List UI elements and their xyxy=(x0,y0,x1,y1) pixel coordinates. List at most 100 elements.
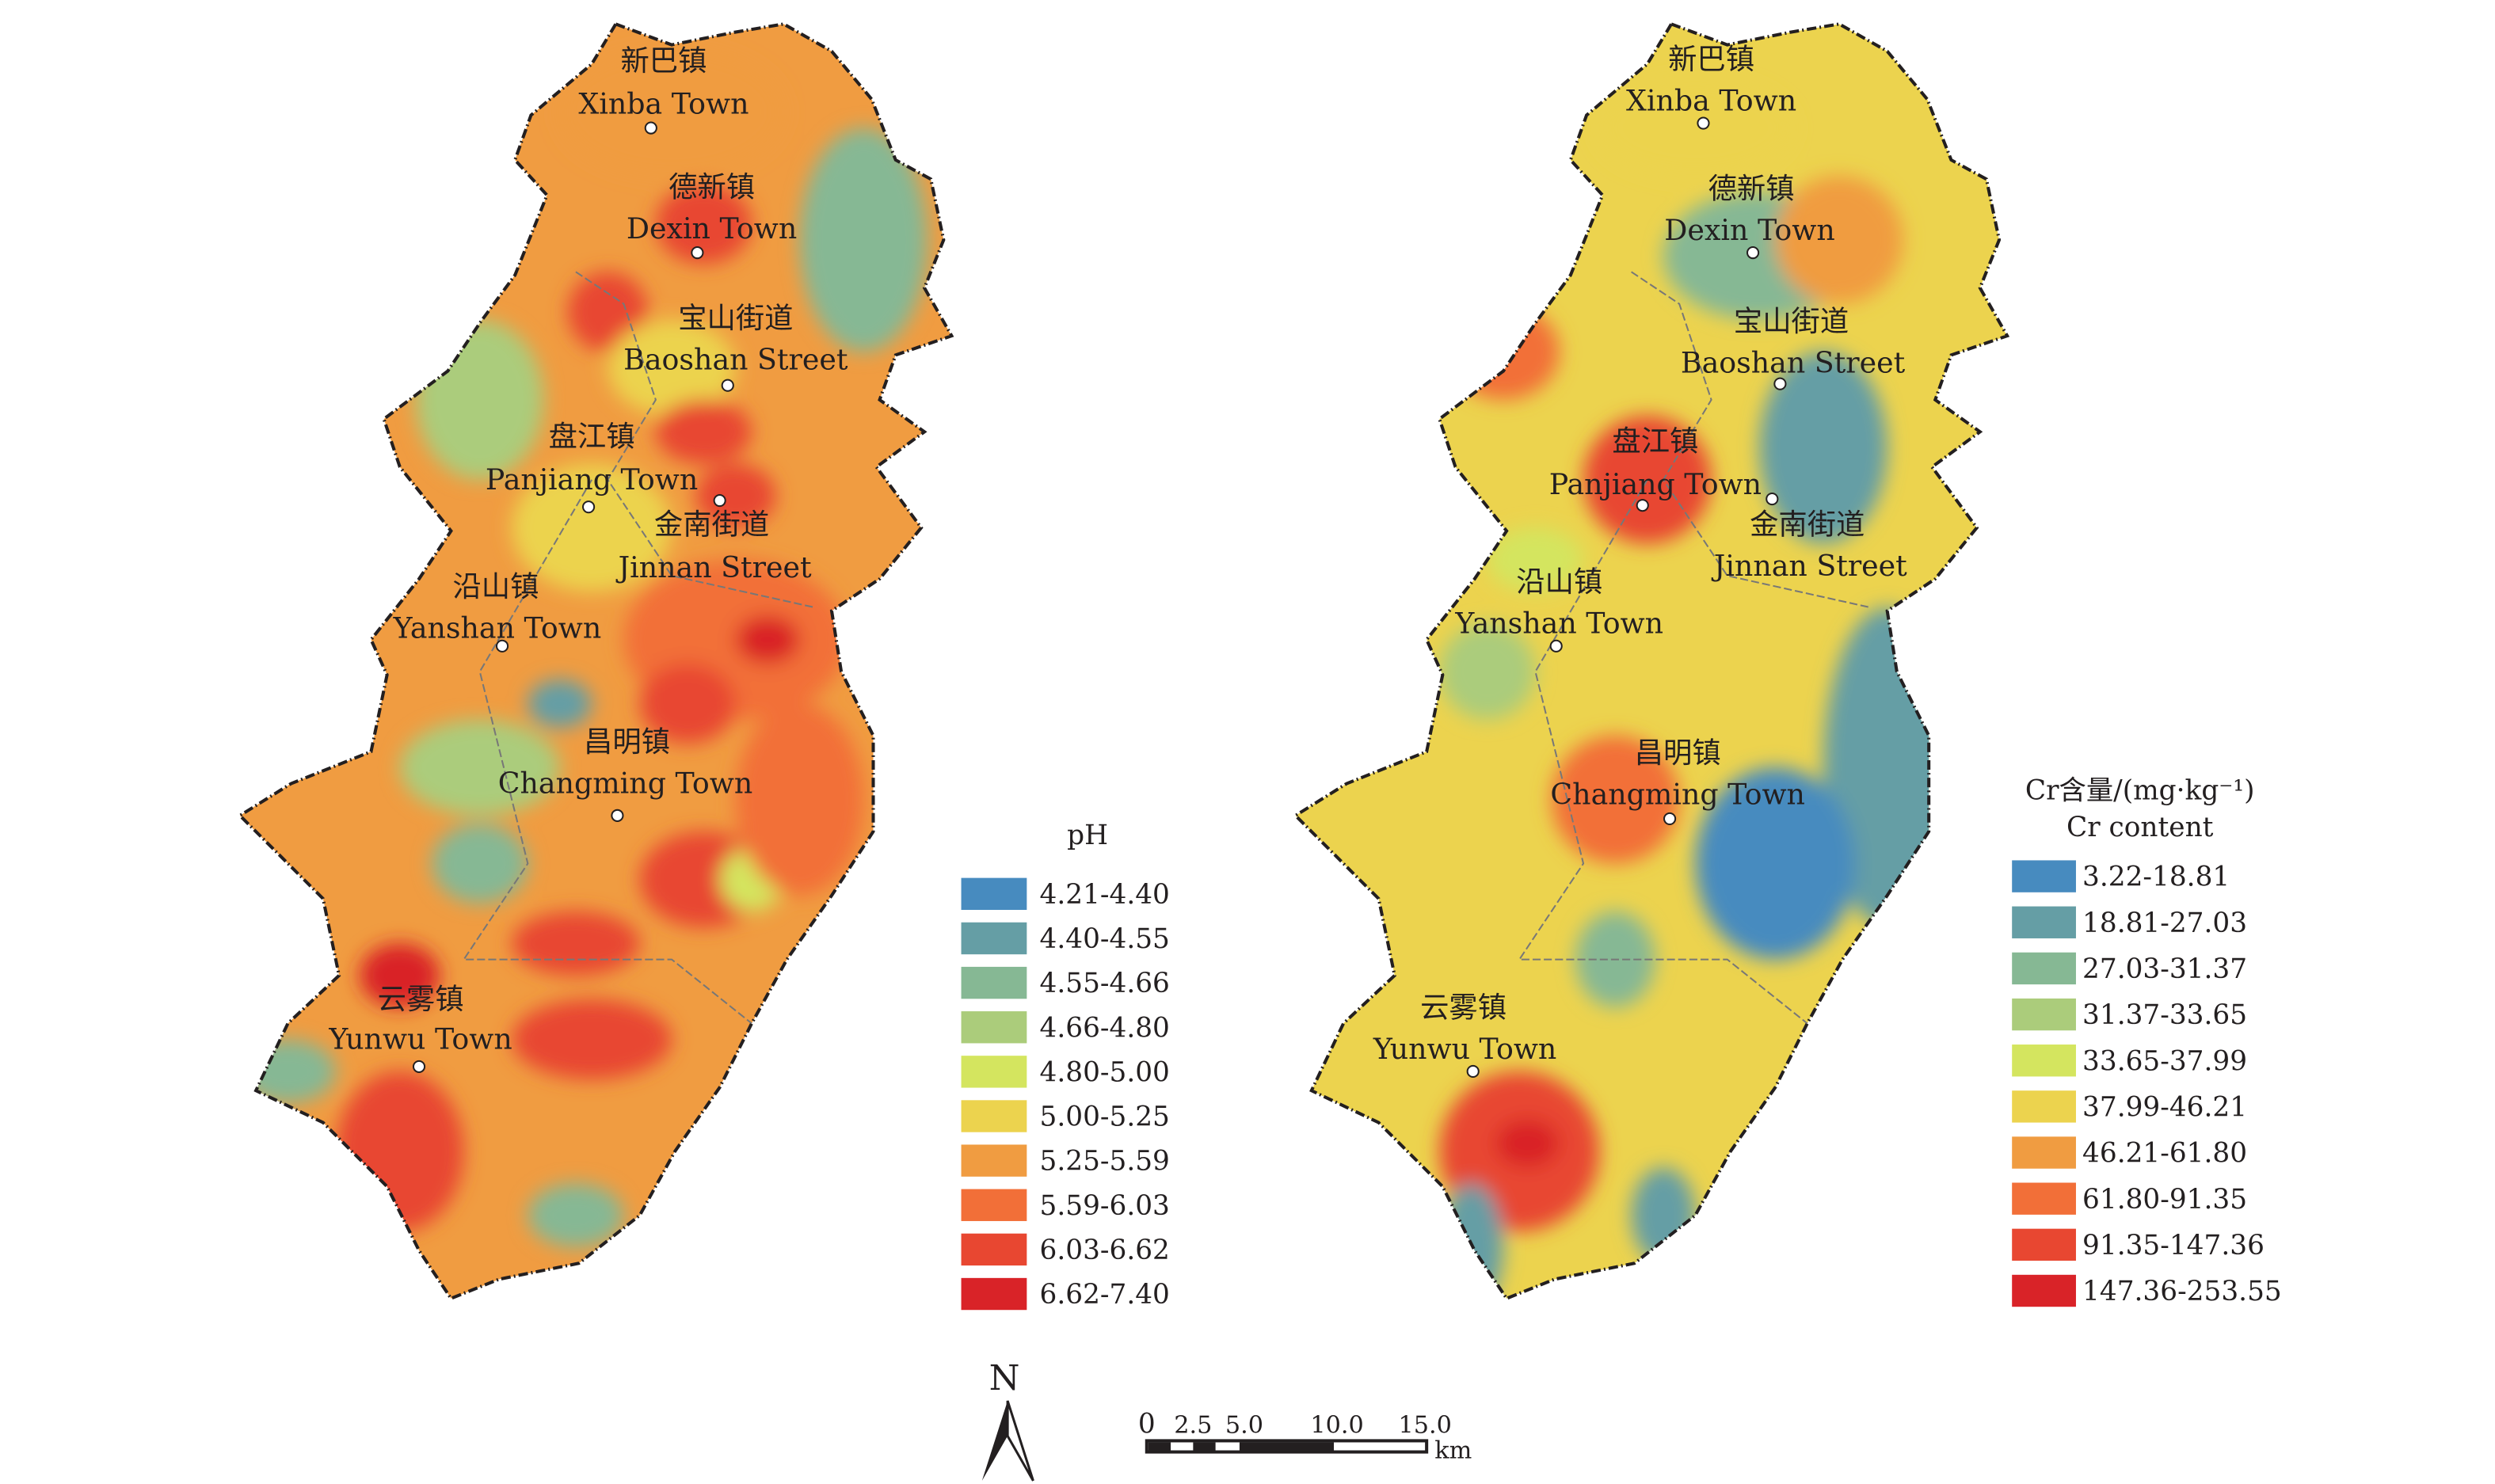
town-marker: 金南街道 Jinnan Street xyxy=(1711,493,1907,583)
legend-title: Cr含量/(mg·kg⁻¹) xyxy=(2025,775,2255,807)
county-boundary xyxy=(237,21,954,1301)
legend-label: 33.65-37.99 xyxy=(2082,1045,2247,1077)
legend-label: 5.59-6.03 xyxy=(1039,1190,1169,1222)
map-surface xyxy=(1295,24,2008,1299)
raster-zone xyxy=(655,399,752,464)
town-name-zh: 德新镇 xyxy=(1708,171,1795,205)
town-name-zh: 云雾镇 xyxy=(1420,990,1507,1024)
town-marker: 德新镇 Dexin Town xyxy=(1664,171,1835,260)
raster-zone xyxy=(399,719,560,816)
town-marker: 昌明镇 Changming Town xyxy=(498,725,753,822)
town-name-zh: 云雾镇 xyxy=(378,982,464,1016)
legend-swatch xyxy=(961,1277,1027,1311)
raster-zone xyxy=(1495,1119,1560,1168)
legend-swatch xyxy=(2012,1136,2076,1169)
raster-zone xyxy=(735,703,864,896)
town-marker: 盘江镇 Panjiang Town xyxy=(486,419,698,514)
town-name-zh: 新巴镇 xyxy=(1668,42,1754,76)
town-point-icon xyxy=(611,809,624,822)
cr-legend: Cr含量/(mg·kg⁻¹) Cr content 3.22-18.81 18.81-… xyxy=(2012,775,2282,1307)
north-arrow: N xyxy=(981,1358,1034,1482)
town-name-zh: 金南街道 xyxy=(1750,508,1865,542)
raster-zone xyxy=(1439,623,1536,720)
town-marker: 云雾镇 Yunwu Town xyxy=(328,982,512,1073)
legend-swatch xyxy=(961,1100,1027,1132)
town-name-en: Yunwu Town xyxy=(328,1022,512,1056)
legend-label: 5.00-5.25 xyxy=(1039,1102,1169,1133)
town-boundary xyxy=(462,271,817,1025)
legend-swatch xyxy=(961,1056,1027,1088)
raster-zone xyxy=(432,823,528,904)
legend-label: 6.03-6.62 xyxy=(1039,1235,1169,1266)
county-boundary xyxy=(1293,21,2010,1301)
town-name-en: Changming Town xyxy=(498,767,753,801)
legend-swatch xyxy=(961,1189,1027,1221)
north-label: N xyxy=(989,1358,1020,1398)
town-point-icon xyxy=(412,1060,426,1073)
legend-swatch xyxy=(2012,1228,2076,1261)
legend-label: 31.37-33.65 xyxy=(2082,999,2247,1031)
town-name-en: Yanshan Town xyxy=(393,611,602,645)
raster-zone xyxy=(608,319,736,417)
town-marker: 昌明镇 Changming Town xyxy=(1550,736,1805,825)
legend-swatch xyxy=(2012,952,2076,985)
town-point-icon xyxy=(582,500,596,514)
town-boundary xyxy=(1518,271,1872,1025)
legend-label: 18.81-27.03 xyxy=(2082,908,2247,939)
town-marker: 德新镇 Dexin Town xyxy=(627,169,797,260)
town-marker: 金南街道 Jinnan Street xyxy=(615,494,812,584)
town-marker: 宝山街道 Baoshan Street xyxy=(623,301,848,392)
town-point-icon xyxy=(1746,246,1760,260)
legend-swatch xyxy=(961,1233,1027,1266)
legend-title: pH xyxy=(1067,820,1108,851)
raster-zone xyxy=(1487,527,1584,592)
raster-zone xyxy=(1695,767,1856,960)
raster-zone xyxy=(559,48,784,177)
raster-zone xyxy=(512,463,672,592)
raster-zone xyxy=(695,463,776,528)
legend-label: 61.80-91.35 xyxy=(2082,1184,2247,1216)
legend-swatch xyxy=(2012,906,2076,938)
ph-legend: pH 4.21-4.40 4.40-4.55 4.55-4.66 4.66-4.80 4.… xyxy=(961,820,1170,1311)
legend-label: 46.21-61.80 xyxy=(2082,1138,2247,1170)
legend-label: 6.62-7.40 xyxy=(1039,1279,1169,1311)
town-point-icon xyxy=(495,639,509,653)
town-name-en: Yanshan Town xyxy=(1454,607,1663,641)
town-name-zh: 昌明镇 xyxy=(1635,736,1721,770)
town-point-icon xyxy=(1773,377,1787,390)
legend-swatch xyxy=(2012,1182,2076,1215)
raster-zone xyxy=(735,615,800,664)
legend-label: 37.99-46.21 xyxy=(2082,1091,2247,1123)
legend-label: 27.03-31.37 xyxy=(2082,953,2247,985)
legend-label: 4.66-4.80 xyxy=(1039,1012,1169,1044)
town-name-en: Jinnan Street xyxy=(615,550,812,584)
legend-swatch xyxy=(961,966,1027,999)
town-name-zh: 金南街道 xyxy=(654,508,769,542)
legend-swatch xyxy=(961,922,1027,955)
cr-map: 新巴镇 Xinba Town 德新镇 Dexin Town 宝山街道 Baoshan St… xyxy=(1293,21,2010,1301)
scale-tick: 5.0 xyxy=(1225,1411,1263,1439)
town-name-zh: 宝山街道 xyxy=(678,301,793,335)
town-point-icon xyxy=(1663,812,1677,825)
town-name-en: Baoshan Street xyxy=(623,343,848,377)
legend-label: 4.80-5.00 xyxy=(1039,1056,1169,1088)
town-marker: 新巴镇 Xinba Town xyxy=(578,44,749,135)
town-marker: 沿山镇 Yanshan Town xyxy=(1454,565,1663,653)
legend-swatch xyxy=(961,877,1027,911)
town-marker: 盘江镇 Panjiang Town xyxy=(1549,424,1762,512)
legend-subtitle: Cr content xyxy=(2066,812,2214,843)
town-point-icon xyxy=(1466,1064,1480,1079)
legend-label: 4.21-4.40 xyxy=(1039,879,1169,911)
town-point-icon xyxy=(691,246,704,260)
town-name-zh: 盘江镇 xyxy=(1612,424,1698,459)
raster-zone xyxy=(336,1071,464,1231)
legend-swatch xyxy=(2012,860,2076,892)
legend-label: 3.22-18.81 xyxy=(2082,862,2230,893)
town-name-en: Yunwu Town xyxy=(1373,1032,1556,1066)
raster-zone xyxy=(799,127,928,352)
town-point-icon xyxy=(721,379,734,392)
town-point-icon xyxy=(1636,499,1649,512)
raster-zone xyxy=(512,999,672,1080)
legend-label: 4.55-4.66 xyxy=(1039,968,1169,999)
